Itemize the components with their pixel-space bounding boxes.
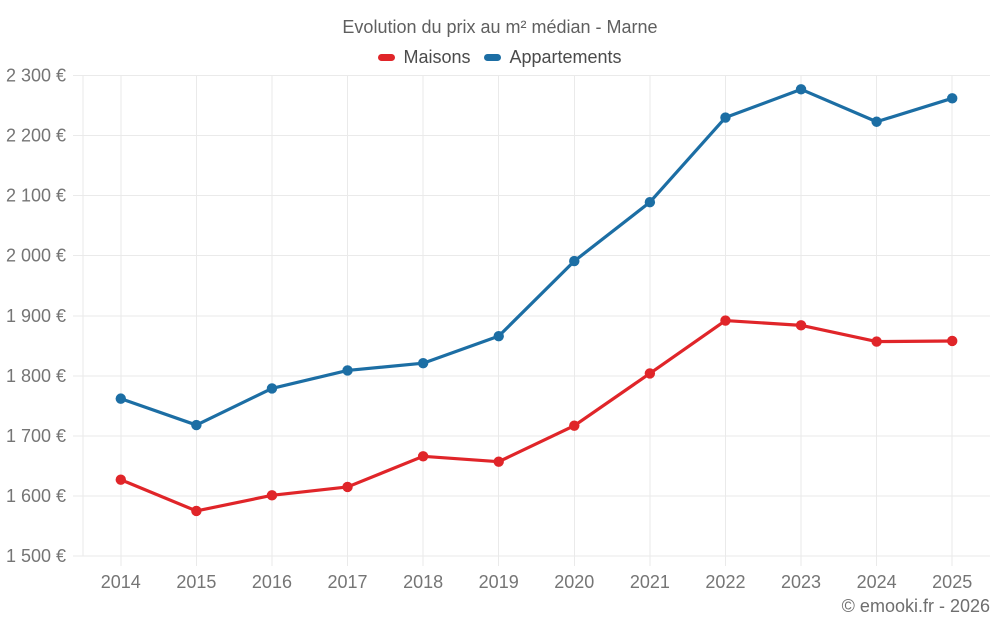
point-maisons-2018[interactable] bbox=[417, 451, 429, 462]
legend-item-appartements[interactable]: Appartements bbox=[484, 46, 622, 68]
legend-swatch-maisons bbox=[378, 54, 396, 61]
x-tick-label: 2023 bbox=[781, 572, 821, 592]
point-appartements-2021[interactable] bbox=[644, 197, 656, 208]
y-tick-label: 2 300 € bbox=[6, 66, 66, 86]
point-maisons-2024[interactable] bbox=[871, 336, 882, 347]
chart-legend: Maisons Appartements bbox=[0, 46, 1000, 68]
point-maisons-2017[interactable] bbox=[342, 481, 353, 493]
x-tick-label: 2015 bbox=[176, 572, 216, 592]
point-maisons-2015[interactable] bbox=[191, 505, 202, 517]
y-tick-label: 1 500 € bbox=[6, 546, 66, 566]
x-tick-label: 2021 bbox=[630, 572, 670, 592]
point-appartements-2017[interactable] bbox=[342, 365, 353, 376]
point-appartements-2014[interactable] bbox=[115, 393, 126, 404]
y-tick-label: 2 100 € bbox=[6, 186, 66, 206]
x-tick-label: 2024 bbox=[857, 572, 897, 592]
point-appartements-2022[interactable] bbox=[720, 112, 731, 123]
point-appartements-2015[interactable] bbox=[191, 419, 202, 431]
x-tick-label: 2025 bbox=[932, 572, 972, 592]
point-appartements-2025[interactable] bbox=[947, 93, 958, 104]
copyright: © emooki.fr - 2026 bbox=[841, 596, 990, 616]
point-maisons-2020[interactable] bbox=[569, 420, 580, 431]
point-maisons-2019[interactable] bbox=[493, 456, 504, 467]
legend-label-maisons: Maisons bbox=[403, 47, 471, 67]
point-maisons-2025[interactable] bbox=[947, 335, 958, 347]
legend-swatch-appartements bbox=[484, 54, 502, 61]
y-tick-label: 1 800 € bbox=[6, 366, 66, 386]
x-tick-label: 2016 bbox=[252, 572, 292, 592]
point-maisons-2016[interactable] bbox=[266, 490, 278, 501]
y-tick-label: 1 700 € bbox=[6, 426, 66, 446]
point-maisons-2014[interactable] bbox=[115, 474, 126, 485]
x-tick-label: 2014 bbox=[101, 572, 141, 592]
point-appartements-2019[interactable] bbox=[493, 330, 504, 342]
point-appartements-2023[interactable] bbox=[795, 84, 807, 95]
point-appartements-2016[interactable] bbox=[266, 383, 278, 394]
x-tick-label: 2020 bbox=[554, 572, 594, 592]
legend-label-appartements: Appartements bbox=[509, 47, 622, 67]
point-maisons-2021[interactable] bbox=[644, 368, 656, 379]
y-tick-label: 2 200 € bbox=[6, 126, 66, 146]
y-tick-label: 1 600 € bbox=[6, 486, 66, 506]
x-tick-label: 2017 bbox=[328, 572, 368, 592]
x-tick-label: 2018 bbox=[403, 572, 443, 592]
y-tick-label: 2 000 € bbox=[6, 246, 66, 266]
point-appartements-2024[interactable] bbox=[871, 116, 882, 127]
point-maisons-2023[interactable] bbox=[795, 320, 807, 331]
legend-item-maisons[interactable]: Maisons bbox=[378, 46, 470, 68]
x-tick-label: 2019 bbox=[479, 572, 519, 592]
x-tick-label: 2022 bbox=[705, 572, 745, 592]
point-appartements-2018[interactable] bbox=[417, 357, 429, 369]
point-appartements-2020[interactable] bbox=[569, 255, 580, 267]
point-maisons-2022[interactable] bbox=[720, 315, 731, 326]
grid bbox=[73, 75, 990, 566]
series-line-maisons bbox=[119, 318, 954, 513]
y-tick-label: 1 900 € bbox=[6, 306, 66, 326]
chart-title: Evolution du prix au m² médian - Marne bbox=[342, 17, 658, 37]
series-line-appartements bbox=[119, 87, 954, 427]
